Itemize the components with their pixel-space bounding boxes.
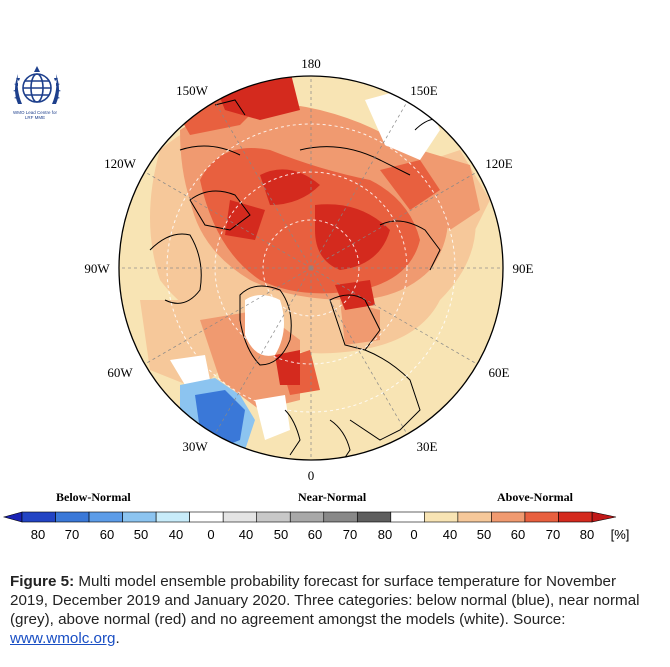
lon-label-90w: 90W [84, 261, 110, 276]
legend-tick-label: 80 [377, 527, 393, 542]
legend-arrow-right [591, 511, 617, 523]
legend-swatch [491, 511, 526, 523]
source-link[interactable]: www.wmolc.org [10, 630, 116, 647]
legend-swatch [424, 511, 459, 523]
wmo-logo-caption: WMO Lead Centre for LRF MME [2, 110, 68, 120]
red-orange-zone-siberia [380, 160, 440, 210]
caption-text: Multi model ensemble probability forecas… [10, 573, 640, 628]
white-zone-north-atlantic [255, 395, 290, 440]
legend-swatch [222, 511, 258, 523]
lon-label-120w: 120W [104, 156, 137, 171]
legend-tick-label: 40 [168, 527, 184, 542]
legend-swatch [356, 511, 392, 523]
legend-swatch [155, 511, 190, 523]
legend-tick-label: 60 [307, 527, 323, 542]
legend-tick-label: 80 [579, 527, 595, 542]
wmo-logo-line1: WMO Lead Centre for [12, 110, 57, 115]
lon-label-90e: 90E [513, 261, 534, 276]
lon-label-0: 0 [308, 468, 315, 483]
legend-tick-label: 70 [342, 527, 358, 542]
probability-field [119, 76, 503, 460]
coastlines [149, 99, 456, 460]
lon-label-60w: 60W [107, 365, 133, 380]
legend-below-label: Below-Normal [56, 490, 131, 504]
legend-swatch [21, 511, 56, 523]
legend-swatch [189, 511, 224, 523]
map-border [118, 75, 504, 461]
legend-tick-label: 60 [510, 527, 526, 542]
wmo-logo-line2: LRF MME [24, 115, 46, 120]
legend-tick-label: 50 [133, 527, 149, 542]
wmo-logo [6, 64, 68, 126]
caption-figure-label: Figure 5: [10, 573, 75, 590]
legend-cells [2, 511, 617, 523]
legend-tick-label: 60 [99, 527, 115, 542]
white-zone-labrador [170, 355, 210, 385]
legend-tick-label: 80 [30, 527, 46, 542]
lon-label-30w: 30W [182, 439, 208, 454]
legend-swatch [88, 511, 123, 523]
legend-swatch [289, 511, 325, 523]
legend-swatch [256, 511, 291, 523]
legend-swatch [390, 511, 425, 523]
legend-color-bar [2, 511, 617, 523]
legend-near-label: Near-Normal [298, 490, 367, 504]
legend-tick-label: 70 [545, 527, 561, 542]
legend-tick-label: 40 [238, 527, 254, 542]
red-zone-arctic-basin [260, 169, 320, 205]
legend-swatch [524, 511, 559, 523]
legend-swatch [323, 511, 358, 523]
caption-end: . [115, 630, 120, 647]
red-zone-canada [225, 200, 265, 240]
legend-tick-label: 50 [273, 527, 289, 542]
lon-label-150w: 150W [176, 83, 209, 98]
red-zone-kara-sea [315, 204, 390, 270]
legend-tick-label: 40 [442, 527, 458, 542]
legend-swatch [457, 511, 492, 523]
legend-swatch [55, 511, 90, 523]
legend-tick-label: 0 [410, 527, 418, 542]
legend-tick-label: 70 [64, 527, 80, 542]
lon-label-120e: 120E [485, 156, 513, 171]
figure-caption: Figure 5: Multi model ensemble probabili… [10, 572, 650, 648]
legend-tick-label: 50 [476, 527, 492, 542]
meridians [119, 76, 503, 460]
wmo-emblem-icon [13, 66, 61, 104]
polar-map: 180 150W 150E 120W 120E 90W 90E 60W 60E … [84, 56, 534, 483]
legend-swatch [122, 511, 157, 523]
lon-label-60e: 60E [489, 365, 510, 380]
lon-label-150e: 150E [410, 83, 438, 98]
legend-swatch [558, 511, 593, 523]
orange-zone-scandinavia [340, 300, 380, 345]
legend-tick-label: 0 [207, 527, 215, 542]
lon-label-180: 180 [301, 56, 321, 71]
legend-above-label: Above-Normal [497, 490, 573, 504]
legend-unit-label: [%] [610, 527, 630, 542]
legend-arrow-left [2, 511, 23, 523]
white-zone-greenland [245, 295, 284, 356]
orange-zone-east [420, 150, 480, 230]
lon-label-30e: 30E [417, 439, 438, 454]
